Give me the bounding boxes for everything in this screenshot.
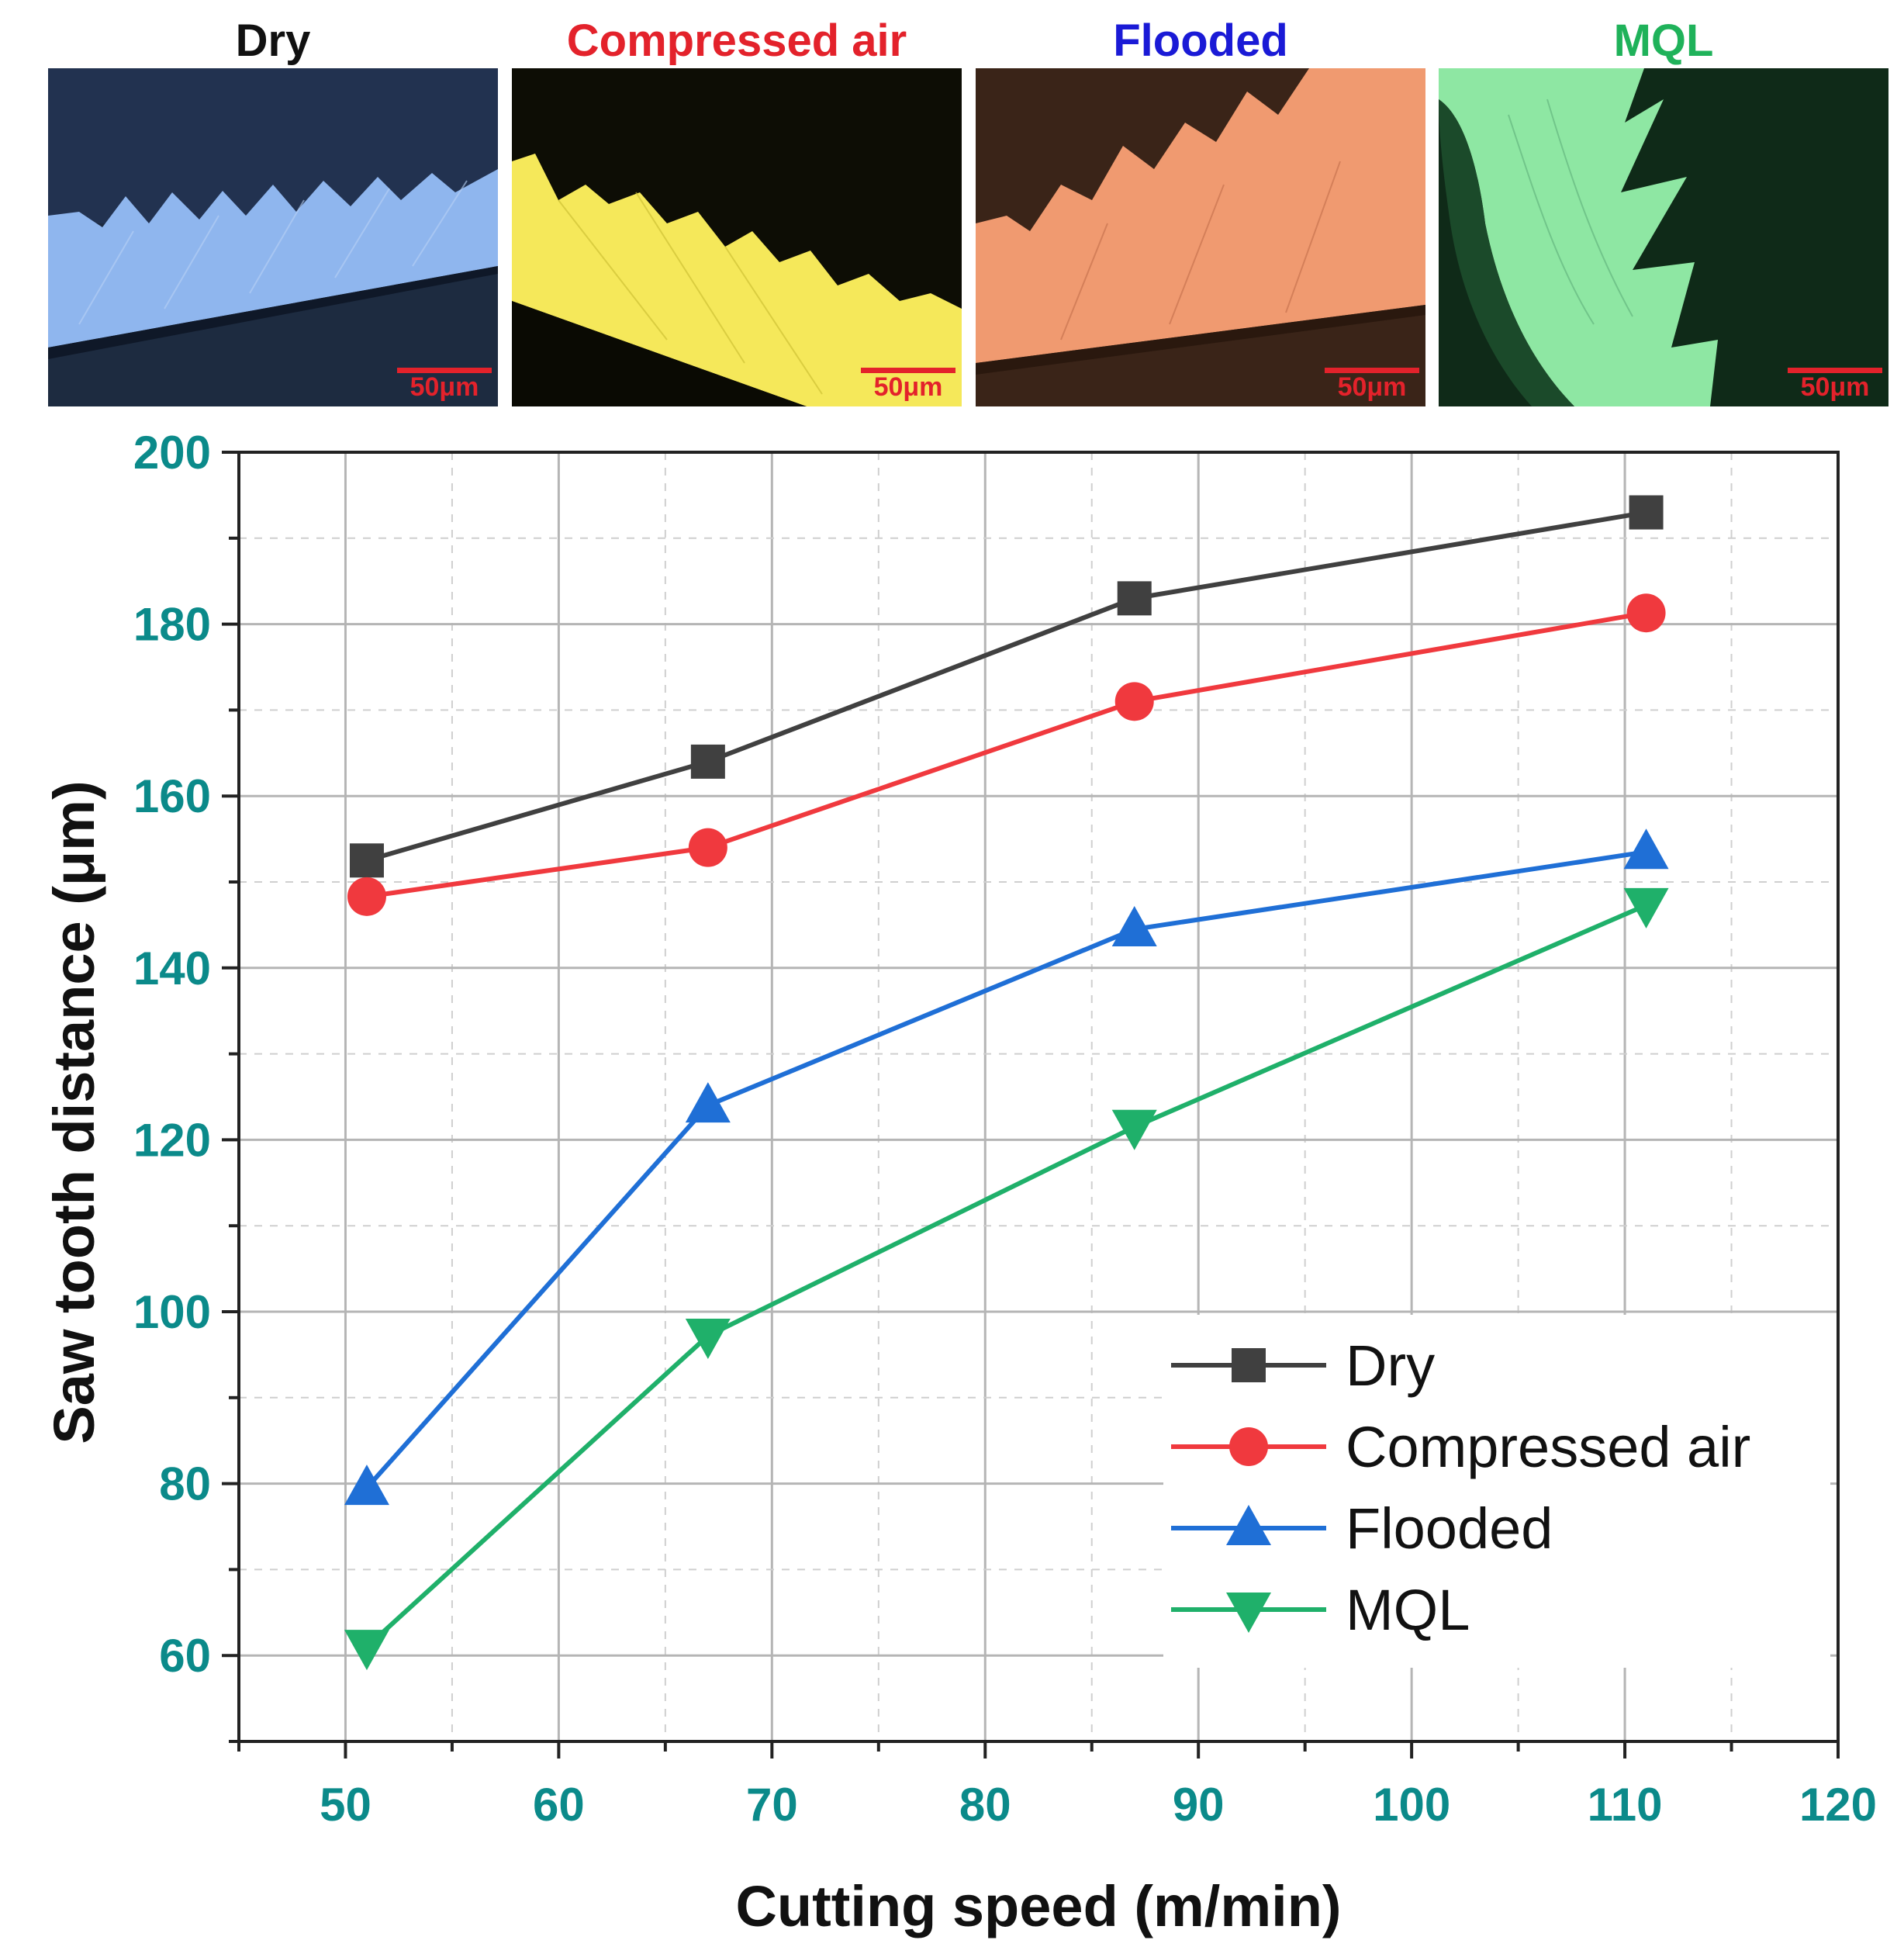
legend-marker-mql	[1226, 1593, 1271, 1633]
x-tick-label: 60	[533, 1779, 585, 1831]
y-tick-label: 160	[133, 770, 211, 822]
x-axis-title: Cutting speed (m/min)	[735, 1874, 1341, 1938]
legend-label-dry: Dry	[1346, 1333, 1435, 1398]
y-axis-title: Saw tooth distance (μm)	[42, 780, 106, 1444]
x-tick-label: 90	[1173, 1779, 1225, 1831]
series-line-flooded	[365, 849, 1647, 1490]
y-tick-label: 100	[133, 1286, 211, 1338]
data-point-flooded	[1623, 828, 1669, 870]
series	[344, 495, 1669, 1671]
legend-marker-flooded	[1226, 1505, 1271, 1545]
series-line-compressed-air	[366, 610, 1647, 899]
x-tick-label: 120	[1799, 1779, 1877, 1831]
data-point-dry	[1629, 495, 1664, 530]
scale-bar: 50μm	[1788, 368, 1882, 400]
data-point-compressed-air	[1114, 682, 1154, 721]
x-tick-label: 50	[320, 1779, 371, 1831]
data-point-compressed-air	[347, 877, 386, 916]
data-point-flooded	[685, 1082, 731, 1123]
legend-label-flooded: Flooded	[1346, 1496, 1553, 1561]
panel-label-compressed-air: Compressed air	[566, 16, 907, 66]
data-point-compressed-air	[688, 828, 727, 867]
data-point-dry	[1117, 581, 1152, 616]
data-point-mql	[1623, 887, 1669, 929]
data-point-dry	[349, 843, 384, 878]
micrograph-dry: 50μm	[48, 68, 498, 406]
data-point-flooded	[1111, 905, 1157, 946]
micrograph-compressed-air: 50μm	[512, 68, 962, 406]
data-point-mql	[685, 1319, 731, 1360]
series-line-mql	[365, 903, 1647, 1649]
y-tick-label: 140	[133, 942, 211, 994]
y-tick-label: 60	[159, 1630, 211, 1682]
legend-marker-compressed-air	[1229, 1427, 1268, 1466]
y-tick-label: 200	[133, 427, 211, 479]
y-tick-label: 180	[133, 599, 211, 651]
legend-label-compressed-air: Compressed air	[1346, 1415, 1750, 1479]
x-tick-label: 80	[959, 1779, 1011, 1831]
plot-frame	[237, 451, 1840, 1743]
x-tick-label: 110	[1588, 1779, 1663, 1831]
legend-label-mql: MQL	[1346, 1578, 1470, 1642]
scale-bar: 50μm	[1325, 368, 1419, 400]
panel-label-dry: Dry	[235, 16, 311, 66]
micrograph-flooded: 50μm	[976, 68, 1425, 406]
axis-ticks: 50 60 70 80 90 100 110 120 60 80 100 120 140 160 180 20…	[133, 427, 1877, 1831]
x-tick-label: 70	[746, 1779, 798, 1831]
scale-bar: 50μm	[861, 368, 955, 400]
data-point-mql	[344, 1630, 389, 1671]
y-tick-label: 120	[133, 1114, 211, 1166]
series-line-dry	[366, 510, 1647, 863]
y-tick-label: 80	[159, 1458, 211, 1510]
data-point-mql	[1111, 1109, 1157, 1150]
data-point-dry	[690, 744, 725, 779]
panel-label-mql: MQL	[1613, 16, 1714, 66]
legend-marker-dry	[1232, 1348, 1266, 1382]
scale-bar: 50μm	[397, 368, 492, 400]
panel-label-flooded: Flooded	[1113, 16, 1288, 66]
data-point-flooded	[344, 1465, 389, 1506]
data-point-compressed-air	[1626, 593, 1666, 633]
x-tick-label: 100	[1373, 1779, 1450, 1831]
legend: Dry Compressed air Flooded MQL	[1163, 1315, 1830, 1668]
micrograph-mql: 50μm	[1439, 68, 1888, 406]
line-chart: 50 60 70 80 90 100 110 120 60 80 100 120 140 160 180 20…	[42, 427, 1877, 1938]
